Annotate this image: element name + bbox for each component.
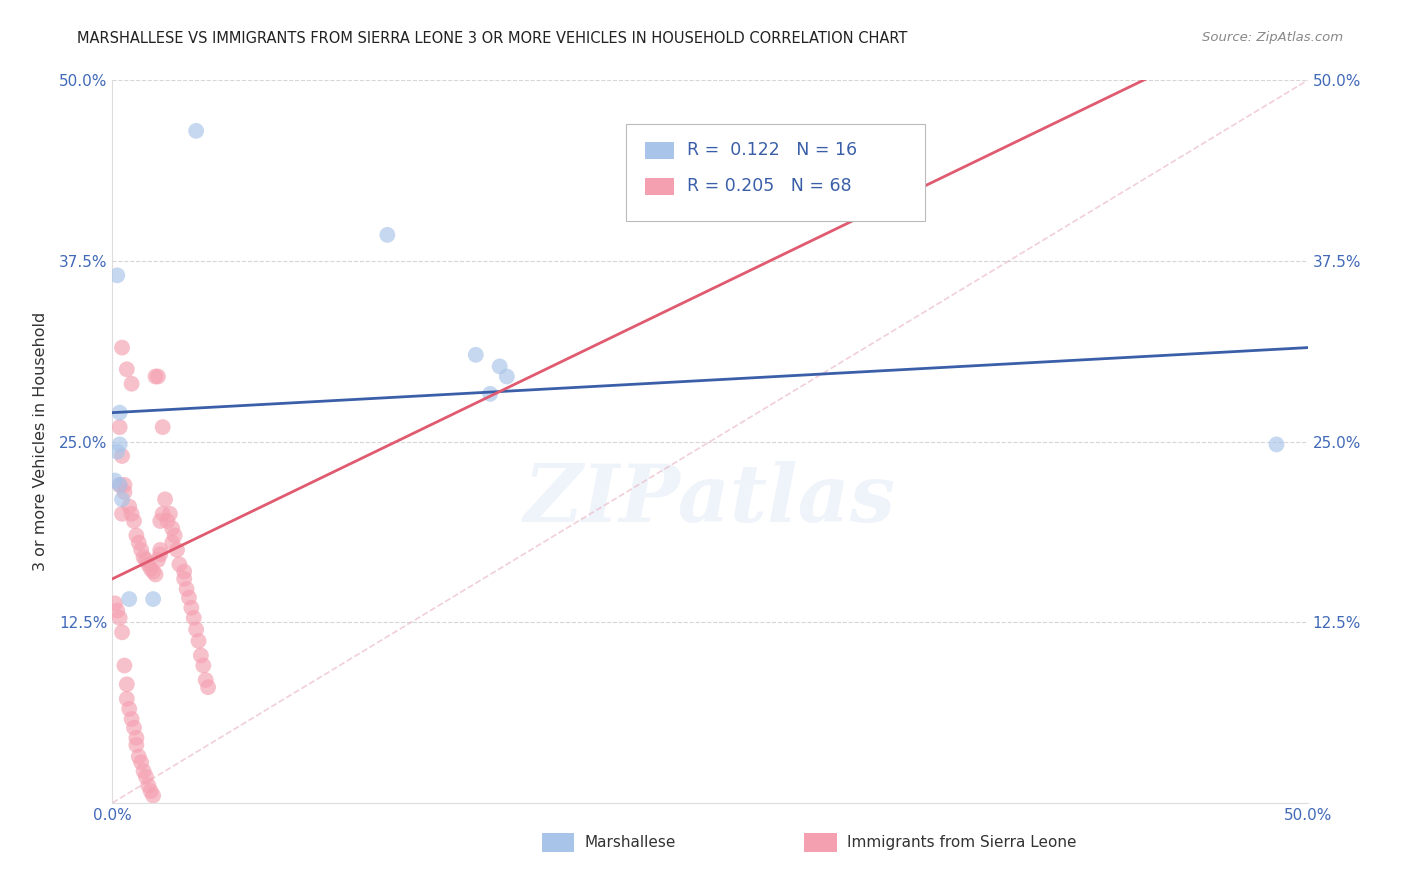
- Point: [146, 553, 169, 567]
- Point: [125, 738, 148, 752]
- Point: [108, 611, 131, 625]
- FancyBboxPatch shape: [804, 833, 837, 852]
- Point: [186, 124, 208, 138]
- Point: [145, 369, 167, 384]
- Point: [142, 592, 165, 607]
- Point: [146, 369, 169, 384]
- Point: [114, 485, 135, 500]
- Point: [121, 376, 143, 391]
- Point: [128, 535, 150, 549]
- Point: [166, 542, 188, 557]
- Point: [111, 625, 134, 640]
- Point: [187, 634, 209, 648]
- Point: [125, 731, 148, 745]
- FancyBboxPatch shape: [627, 124, 925, 221]
- Point: [190, 648, 212, 663]
- Point: [142, 565, 165, 579]
- Point: [111, 449, 134, 463]
- Point: [128, 749, 150, 764]
- Point: [173, 572, 195, 586]
- Point: [111, 492, 134, 507]
- Point: [169, 558, 191, 572]
- Point: [488, 359, 510, 374]
- Point: [464, 348, 486, 362]
- Point: [129, 542, 152, 557]
- Point: [162, 535, 183, 549]
- Point: [149, 514, 172, 528]
- Point: [108, 406, 131, 420]
- Point: [496, 369, 519, 384]
- Point: [138, 558, 160, 572]
- Point: [149, 542, 172, 557]
- Point: [118, 500, 141, 514]
- Point: [114, 478, 135, 492]
- Point: [152, 420, 174, 434]
- Point: [125, 528, 148, 542]
- Text: MARSHALLESE VS IMMIGRANTS FROM SIERRA LEONE 3 OR MORE VEHICLES IN HOUSEHOLD CORR: MARSHALLESE VS IMMIGRANTS FROM SIERRA LE…: [77, 31, 908, 46]
- Point: [194, 673, 217, 687]
- Point: [152, 507, 174, 521]
- Point: [197, 680, 219, 694]
- Text: Marshallese: Marshallese: [585, 835, 676, 850]
- Point: [132, 764, 155, 778]
- Point: [176, 582, 198, 596]
- Point: [162, 521, 183, 535]
- Point: [121, 507, 143, 521]
- Point: [115, 691, 138, 706]
- Point: [114, 658, 135, 673]
- Point: [153, 492, 176, 507]
- Point: [108, 478, 131, 492]
- Point: [129, 756, 152, 770]
- Point: [186, 623, 208, 637]
- Text: ZIPatlas: ZIPatlas: [524, 460, 896, 538]
- Point: [118, 702, 141, 716]
- FancyBboxPatch shape: [645, 142, 675, 159]
- Point: [122, 514, 145, 528]
- Point: [142, 789, 165, 803]
- Text: Source: ZipAtlas.com: Source: ZipAtlas.com: [1202, 31, 1343, 45]
- Point: [177, 591, 200, 605]
- Point: [104, 596, 127, 610]
- Point: [121, 712, 143, 726]
- Point: [108, 420, 131, 434]
- Point: [377, 227, 399, 242]
- Point: [1265, 437, 1288, 451]
- Point: [122, 721, 145, 735]
- Point: [135, 553, 157, 567]
- Point: [108, 478, 131, 492]
- Point: [111, 507, 134, 521]
- Point: [105, 604, 128, 618]
- Point: [132, 550, 155, 565]
- Point: [159, 507, 181, 521]
- Point: [115, 362, 138, 376]
- Point: [105, 268, 128, 283]
- Point: [139, 784, 162, 798]
- Point: [163, 528, 186, 542]
- Point: [139, 562, 162, 576]
- FancyBboxPatch shape: [541, 833, 574, 852]
- Text: R =  0.122   N = 16: R = 0.122 N = 16: [688, 141, 858, 160]
- Point: [104, 474, 127, 488]
- Point: [118, 592, 141, 607]
- Point: [173, 565, 195, 579]
- Point: [183, 611, 205, 625]
- Point: [479, 387, 502, 401]
- Point: [149, 547, 172, 561]
- Point: [135, 770, 157, 784]
- Point: [156, 514, 179, 528]
- Point: [138, 779, 160, 793]
- Point: [193, 658, 215, 673]
- Point: [111, 341, 134, 355]
- Point: [108, 437, 131, 451]
- Point: [115, 677, 138, 691]
- FancyBboxPatch shape: [645, 178, 675, 195]
- Y-axis label: 3 or more Vehicles in Household: 3 or more Vehicles in Household: [32, 312, 48, 571]
- Text: Immigrants from Sierra Leone: Immigrants from Sierra Leone: [848, 835, 1077, 850]
- Point: [105, 444, 128, 458]
- Text: R = 0.205   N = 68: R = 0.205 N = 68: [688, 178, 852, 195]
- Point: [145, 567, 167, 582]
- Point: [180, 600, 202, 615]
